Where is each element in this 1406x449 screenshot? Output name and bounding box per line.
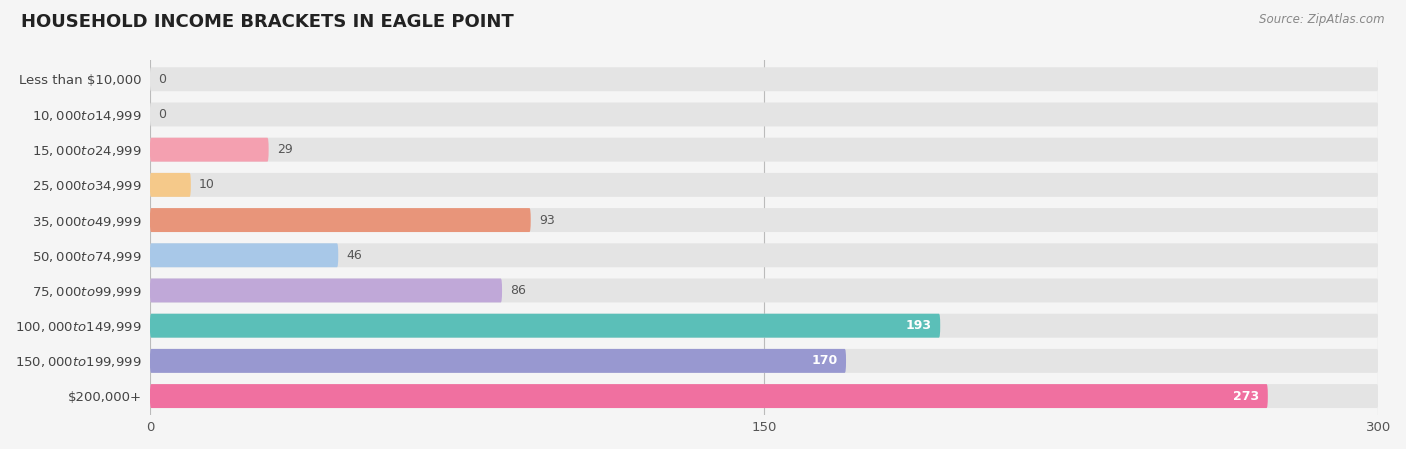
FancyBboxPatch shape	[150, 173, 1378, 197]
Text: 86: 86	[510, 284, 526, 297]
Text: 273: 273	[1233, 390, 1260, 403]
Bar	[150, 173, 1378, 197]
Bar	[150, 349, 846, 373]
Bar	[150, 349, 1378, 373]
Bar	[150, 384, 1378, 408]
Text: 0: 0	[157, 73, 166, 86]
FancyBboxPatch shape	[150, 314, 941, 338]
FancyBboxPatch shape	[150, 278, 1378, 303]
Bar	[150, 243, 339, 267]
Bar	[150, 243, 1378, 267]
FancyBboxPatch shape	[150, 67, 1378, 91]
FancyBboxPatch shape	[150, 138, 269, 162]
FancyBboxPatch shape	[150, 384, 1378, 408]
FancyBboxPatch shape	[150, 243, 1378, 267]
Bar	[150, 278, 502, 303]
Bar	[150, 314, 1378, 338]
Bar	[150, 208, 530, 232]
Bar	[150, 67, 1378, 91]
Bar	[150, 102, 1378, 127]
FancyBboxPatch shape	[150, 102, 1378, 127]
FancyBboxPatch shape	[150, 314, 1378, 338]
Bar	[150, 208, 1378, 232]
Text: 46: 46	[346, 249, 363, 262]
FancyBboxPatch shape	[150, 384, 1268, 408]
Text: 0: 0	[157, 108, 166, 121]
Text: 170: 170	[811, 354, 838, 367]
FancyBboxPatch shape	[150, 208, 1378, 232]
Text: Source: ZipAtlas.com: Source: ZipAtlas.com	[1260, 13, 1385, 26]
Text: 29: 29	[277, 143, 292, 156]
Text: 93: 93	[538, 214, 554, 227]
FancyBboxPatch shape	[150, 243, 339, 267]
FancyBboxPatch shape	[150, 208, 530, 232]
Text: 10: 10	[200, 178, 215, 191]
Bar	[150, 314, 941, 338]
FancyBboxPatch shape	[150, 349, 1378, 373]
Bar	[150, 138, 1378, 162]
FancyBboxPatch shape	[150, 349, 846, 373]
Text: HOUSEHOLD INCOME BRACKETS IN EAGLE POINT: HOUSEHOLD INCOME BRACKETS IN EAGLE POINT	[21, 13, 513, 31]
FancyBboxPatch shape	[150, 138, 1378, 162]
Bar	[150, 278, 1378, 303]
Bar	[150, 138, 269, 162]
FancyBboxPatch shape	[150, 173, 191, 197]
Text: 193: 193	[905, 319, 932, 332]
Bar	[150, 173, 191, 197]
FancyBboxPatch shape	[150, 278, 502, 303]
Bar	[150, 384, 1268, 408]
